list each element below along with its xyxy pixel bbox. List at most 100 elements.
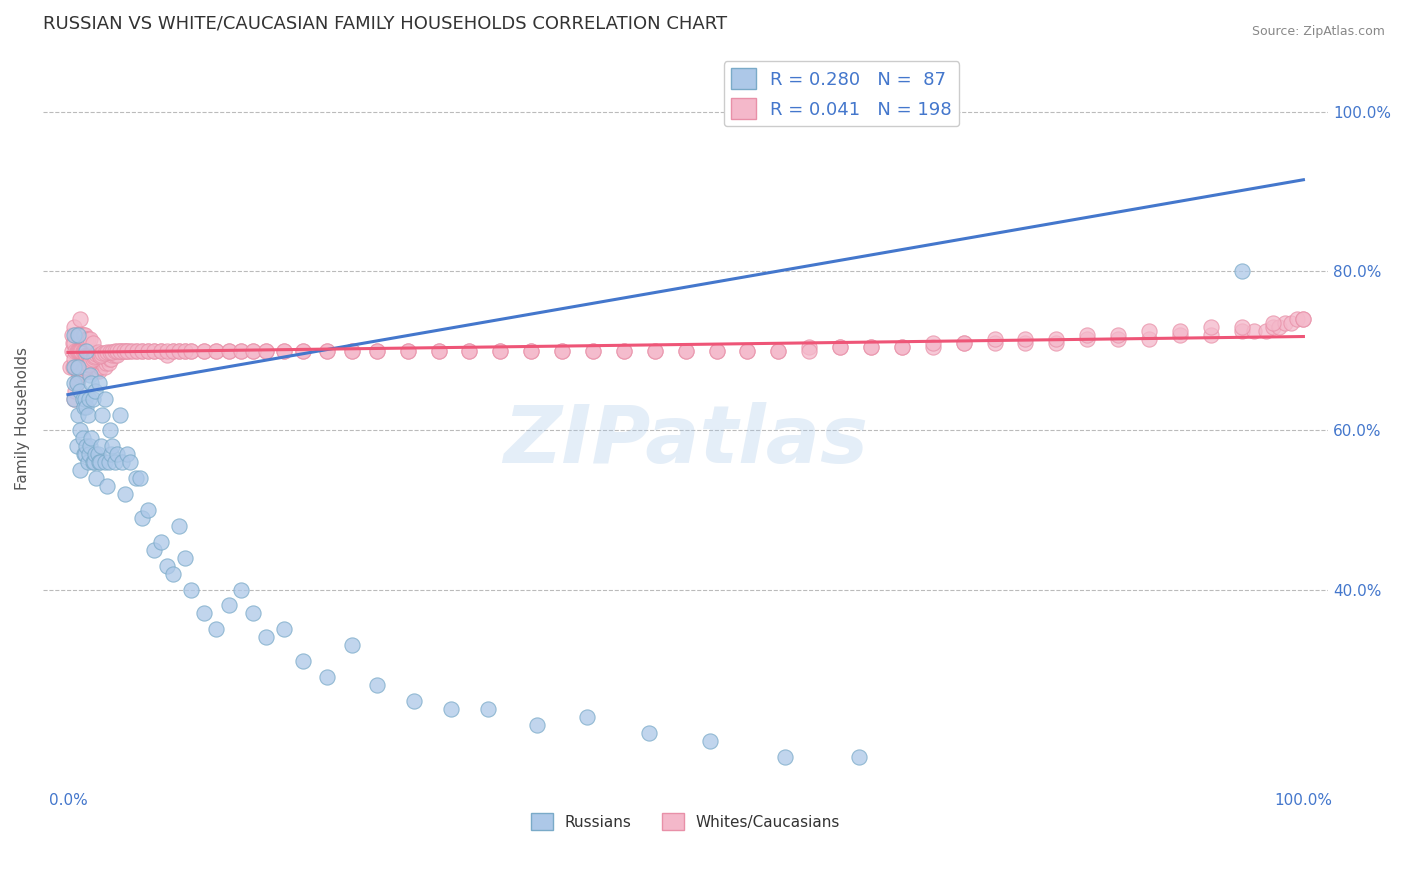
Point xyxy=(316,343,339,358)
Point xyxy=(402,694,425,708)
Point xyxy=(1199,327,1222,342)
Point xyxy=(87,376,110,390)
Point xyxy=(66,327,89,342)
Point xyxy=(108,343,131,358)
Point xyxy=(644,343,666,358)
Point xyxy=(921,340,943,354)
Point xyxy=(75,359,97,374)
Point xyxy=(983,332,1005,346)
Point xyxy=(699,733,721,747)
Point xyxy=(1045,332,1067,346)
Point xyxy=(162,343,184,358)
Point xyxy=(156,348,179,362)
Point xyxy=(101,439,124,453)
Point xyxy=(76,332,98,346)
Point xyxy=(1137,332,1160,346)
Point xyxy=(1292,312,1315,326)
Point xyxy=(127,343,149,358)
Point xyxy=(67,368,90,382)
Point xyxy=(167,519,190,533)
Point xyxy=(75,400,97,414)
Point xyxy=(1230,264,1253,278)
Point xyxy=(396,343,419,358)
Point xyxy=(86,471,108,485)
Point xyxy=(1286,312,1309,326)
Point xyxy=(105,348,128,362)
Point xyxy=(149,343,172,358)
Point xyxy=(98,345,121,359)
Point xyxy=(773,749,796,764)
Point xyxy=(582,343,605,358)
Point xyxy=(63,320,86,334)
Point xyxy=(242,343,264,358)
Point xyxy=(205,343,228,358)
Point xyxy=(848,749,870,764)
Point xyxy=(427,343,450,358)
Point xyxy=(75,327,97,342)
Point xyxy=(273,623,295,637)
Point xyxy=(65,327,87,342)
Point xyxy=(242,607,264,621)
Point xyxy=(77,364,100,378)
Point xyxy=(551,343,574,358)
Point xyxy=(66,343,89,358)
Point xyxy=(115,343,138,358)
Point xyxy=(90,359,112,374)
Point xyxy=(75,343,97,358)
Point xyxy=(75,447,97,461)
Point xyxy=(86,347,108,361)
Point xyxy=(63,359,86,374)
Point xyxy=(96,479,118,493)
Point xyxy=(131,343,153,358)
Point xyxy=(66,372,89,386)
Point xyxy=(108,408,131,422)
Point xyxy=(174,343,197,358)
Point xyxy=(830,340,852,354)
Point xyxy=(167,343,190,358)
Point xyxy=(1261,316,1284,330)
Point xyxy=(121,343,143,358)
Point xyxy=(75,348,97,362)
Point xyxy=(143,343,166,358)
Point xyxy=(67,343,90,358)
Point xyxy=(79,439,101,453)
Point xyxy=(70,327,93,342)
Point xyxy=(72,359,94,374)
Point xyxy=(84,348,107,362)
Point xyxy=(1014,335,1036,350)
Point xyxy=(83,455,105,469)
Point xyxy=(1279,316,1302,330)
Point xyxy=(1199,320,1222,334)
Point xyxy=(193,343,215,358)
Point xyxy=(340,343,363,358)
Point xyxy=(316,343,339,358)
Point xyxy=(65,376,87,390)
Point xyxy=(98,351,121,366)
Point xyxy=(1230,324,1253,338)
Point xyxy=(84,364,107,378)
Point xyxy=(1274,316,1296,330)
Point xyxy=(65,359,87,374)
Point xyxy=(67,359,90,374)
Point xyxy=(66,359,89,374)
Point xyxy=(80,376,103,390)
Point xyxy=(76,358,98,372)
Point xyxy=(489,343,512,358)
Point xyxy=(104,343,127,358)
Point xyxy=(65,376,87,390)
Point xyxy=(93,351,115,366)
Point xyxy=(87,348,110,362)
Point xyxy=(180,343,202,358)
Point xyxy=(366,343,388,358)
Point xyxy=(143,542,166,557)
Point xyxy=(582,343,605,358)
Point xyxy=(86,364,108,378)
Point xyxy=(254,630,277,644)
Point xyxy=(205,343,228,358)
Point xyxy=(1243,324,1265,338)
Point xyxy=(180,343,202,358)
Point xyxy=(675,343,697,358)
Point xyxy=(80,353,103,368)
Point xyxy=(96,356,118,370)
Point xyxy=(291,343,314,358)
